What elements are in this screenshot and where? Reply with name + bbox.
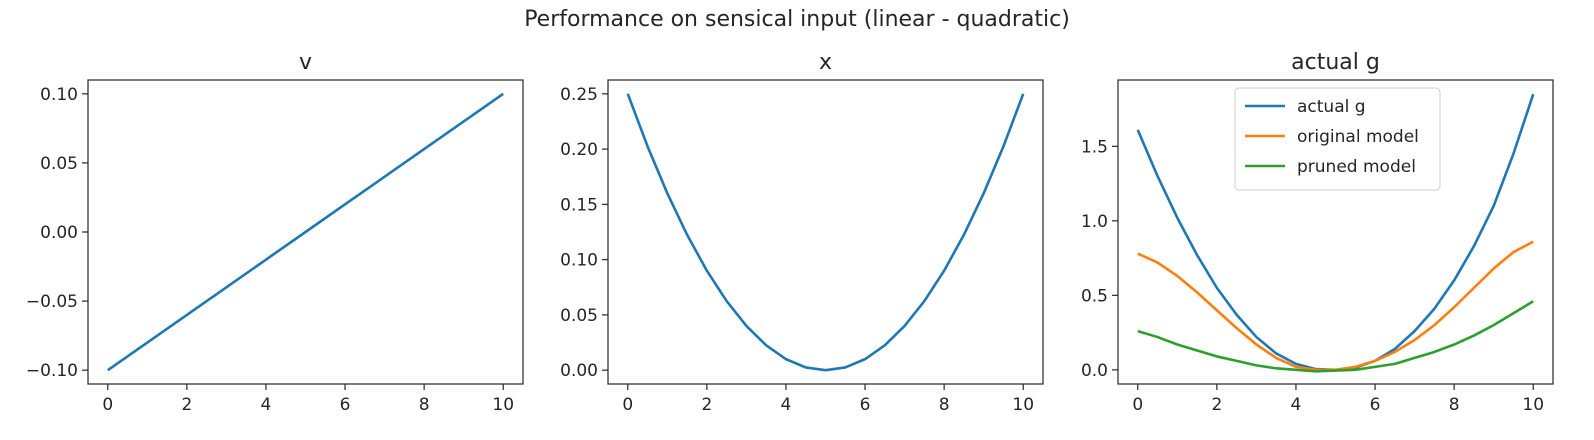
- x-tick-label: 2: [1211, 395, 1222, 415]
- y-tick-label: 0.20: [560, 140, 598, 160]
- axes-frame: [1117, 79, 1554, 385]
- x-tick-label: 0: [102, 395, 113, 415]
- subplot-2: x 0 2 4 6 8 10 0.00 0.05 0.10 0.15 0.20 0.25: [560, 50, 1044, 415]
- x-tick-label: 0: [1132, 395, 1143, 415]
- y-tick-label: 1.5: [1081, 137, 1108, 157]
- y-tick-label: 0.00: [560, 361, 598, 381]
- y-tick-label: 0.15: [560, 195, 598, 215]
- subplot-title: actual g: [1291, 50, 1380, 75]
- x-tick-label: 6: [860, 395, 871, 415]
- axes-frame: [607, 79, 1044, 385]
- series-line-1: [626, 93, 1025, 372]
- figure-title: Performance on sensical input (linear - …: [524, 7, 1070, 32]
- y-tick-label: 0.00: [40, 223, 78, 243]
- x-tick-label: 10: [1522, 395, 1544, 415]
- x-tick-label: 8: [1449, 395, 1460, 415]
- subplot-title: x: [819, 50, 832, 75]
- x-tick-label: 2: [701, 395, 712, 415]
- y-tick-label: −0.05: [26, 292, 78, 312]
- y-tick-label: 0.05: [560, 306, 598, 326]
- y-tick-label: 0.10: [560, 251, 598, 271]
- x-tick-label: 4: [261, 395, 272, 415]
- y-tick-label: 0.10: [40, 85, 78, 105]
- legend-box: [1234, 87, 1441, 191]
- x-tick-label: 10: [492, 395, 514, 415]
- legend: actual g original model pruned model: [1234, 87, 1441, 191]
- x-tick-label: 4: [781, 395, 792, 415]
- y-tick-label: 0.0: [1081, 361, 1108, 381]
- x-tick-label: 6: [1370, 395, 1381, 415]
- x-tick-label: 2: [181, 395, 192, 415]
- x-tick-label: 8: [939, 395, 950, 415]
- y-tick-label: 0.25: [560, 85, 598, 105]
- y-tick-label: −0.10: [26, 361, 78, 381]
- x-tick-label: 0: [622, 395, 633, 415]
- x-tick-label: 10: [1012, 395, 1034, 415]
- subplot-1: v 0 2 4 6 8 10 −0.10 −0.05 0.00 0.05 0.10: [26, 50, 524, 415]
- x-tick-label: 6: [340, 395, 351, 415]
- x-tick-label: 4: [1291, 395, 1302, 415]
- legend-label: pruned model: [1297, 157, 1416, 177]
- legend-label: actual g: [1297, 97, 1366, 117]
- subplot-title: v: [299, 50, 312, 75]
- legend-label: original model: [1297, 127, 1419, 147]
- y-tick-label: 0.05: [40, 154, 78, 174]
- x-tick-label: 8: [419, 395, 430, 415]
- y-tick-label: 1.0: [1081, 212, 1108, 232]
- y-tick-label: 0.5: [1081, 286, 1108, 306]
- series-line-pruned-model: [1137, 300, 1534, 373]
- series-line-1: [107, 92, 504, 372]
- subplot-3: actual g 0 2 4 6 8 10 0.0 0.5 1.0 1.5 actual g origi…: [1081, 50, 1554, 415]
